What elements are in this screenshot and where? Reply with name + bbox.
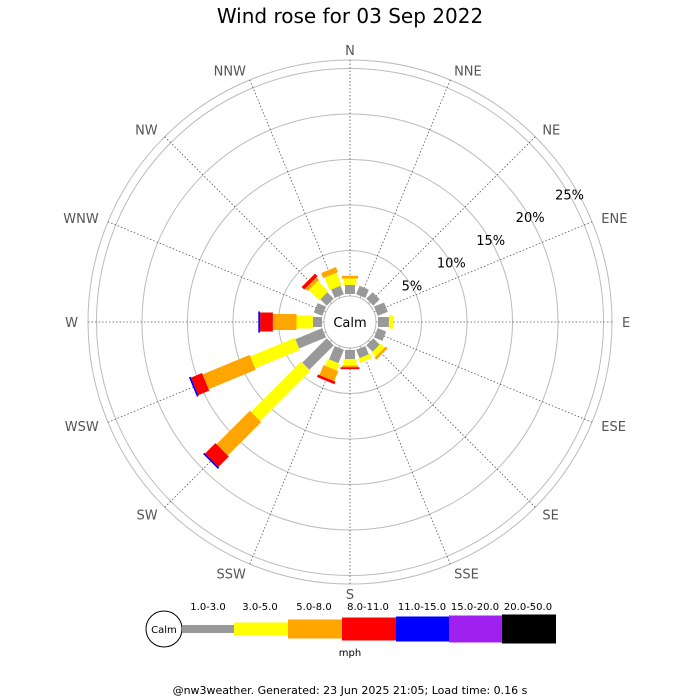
direction-label-sse: SSE	[454, 567, 479, 582]
bar-ssw-8.0-11.0	[316, 374, 336, 385]
bar-nw-5.0-8.0	[305, 277, 320, 292]
bar-nnw-3.0-5.0	[324, 272, 342, 291]
legend-unit: mph	[338, 648, 362, 659]
spoke-nne	[359, 79, 451, 299]
direction-label-ne: NE	[542, 124, 560, 139]
bar-sse-3.0-5.0	[358, 353, 372, 363]
legend-range-5.0-8.0: 5.0-8.0	[296, 602, 331, 613]
direction-label-nw: NW	[135, 124, 158, 139]
direction-label-nnw: NNW	[214, 65, 246, 80]
bar-ssw-1.0-3.0	[329, 345, 344, 364]
calm-label: Calm	[333, 316, 366, 331]
bar-sw-8.0-11.0	[205, 443, 229, 467]
spoke-wnw	[107, 221, 327, 313]
bar-ene-1.0-3.0	[373, 302, 388, 316]
legend-range-1.0-3.0: 1.0-3.0	[190, 602, 225, 613]
bar-se-1.0-3.0	[366, 338, 380, 352]
direction-label-ese: ESE	[601, 420, 626, 435]
bar-sw-3.0-5.0	[250, 361, 311, 422]
spoke-nw	[164, 136, 332, 304]
legend-swatch-20.0-50.0	[502, 614, 556, 644]
bar-nne-1.0-3.0	[356, 285, 369, 299]
bar-wsw-8.0-11.0	[191, 373, 210, 396]
chart-title: Wind rose for 03 Sep 2022	[216, 4, 484, 28]
bar-sw-11.0-15.0	[203, 452, 220, 469]
bar-nnw-1.0-3.0	[331, 285, 344, 299]
direction-label-w: W	[65, 316, 78, 331]
bar-wnw-1.0-3.0	[313, 303, 327, 316]
legend-swatch-8.0-11.0	[342, 617, 396, 641]
bar-ese-1.0-3.0	[373, 328, 387, 341]
bar-sse-1.0-3.0	[356, 345, 369, 359]
ring-label-5pct: 5%	[402, 279, 423, 294]
legend-range-20.0-50.0: 20.0-50.0	[504, 602, 552, 613]
ring-label-15pct: 15%	[476, 234, 505, 249]
direction-label-nne: NNE	[454, 65, 482, 80]
bar-wsw-5.0-8.0	[202, 354, 256, 390]
bar-wsw-3.0-5.0	[250, 337, 300, 369]
footer-text: @nw3weather. Generated: 23 Jun 2025 21:0…	[172, 684, 528, 697]
legend-swatch-15.0-20.0	[449, 615, 502, 643]
direction-label-se: SE	[542, 508, 558, 523]
spoke-se	[368, 340, 536, 508]
bar-se-5.0-8.0	[374, 346, 388, 360]
legend-range-15.0-20.0: 15.0-20.0	[451, 602, 499, 613]
direction-label-e: E	[622, 316, 630, 331]
bar-ssw-5.0-8.0	[319, 364, 339, 382]
ring-label-10pct: 10%	[437, 257, 466, 272]
bar-se-3.0-5.0	[371, 343, 385, 357]
bar-ne-1.0-3.0	[366, 292, 380, 306]
bar-nw-1.0-3.0	[320, 292, 334, 306]
bar-nw-3.0-5.0	[308, 280, 329, 301]
spoke-ne	[368, 136, 536, 304]
bar-nnw-5.0-8.0	[321, 267, 338, 279]
legend-swatch-11.0-15.0	[396, 616, 449, 642]
bar-sw-5.0-8.0	[216, 410, 262, 456]
bar-ssw-3.0-5.0	[324, 358, 340, 371]
direction-label-n: N	[345, 44, 355, 59]
spoke-ese	[373, 331, 593, 423]
direction-label-wnw: WNW	[63, 212, 99, 227]
legend-swatch-3.0-5.0	[234, 622, 288, 636]
spoke-ssw	[249, 345, 341, 565]
direction-label-ssw: SSW	[217, 567, 247, 582]
direction-label-ene: ENE	[601, 212, 627, 227]
calm-circle	[323, 295, 377, 349]
legend-range-3.0-5.0: 3.0-5.0	[242, 602, 277, 613]
legend-calm-label: Calm	[151, 625, 177, 636]
spoke-sse	[359, 345, 451, 565]
ring-label-20pct: 20%	[516, 211, 545, 226]
legend-swatch-5.0-8.0	[288, 619, 342, 639]
direction-label-wsw: WSW	[65, 420, 99, 435]
bar-wsw-11.0-15.0	[188, 376, 199, 397]
legend-swatch-1.0-3.0	[182, 625, 234, 633]
bar-sw-1.0-3.0	[302, 338, 334, 370]
legend-range-8.0-11.0: 8.0-11.0	[347, 602, 389, 613]
direction-label-sw: SW	[137, 508, 158, 523]
spoke-nnw	[249, 79, 341, 299]
bar-wsw-1.0-3.0	[295, 328, 327, 349]
legend-range-11.0-15.0: 11.0-15.0	[398, 602, 446, 613]
direction-label-s: S	[346, 588, 354, 603]
spoke-ene	[373, 221, 593, 313]
ring-label-25pct: 25%	[555, 188, 584, 203]
bar-nw-8.0-11.0	[301, 273, 318, 290]
